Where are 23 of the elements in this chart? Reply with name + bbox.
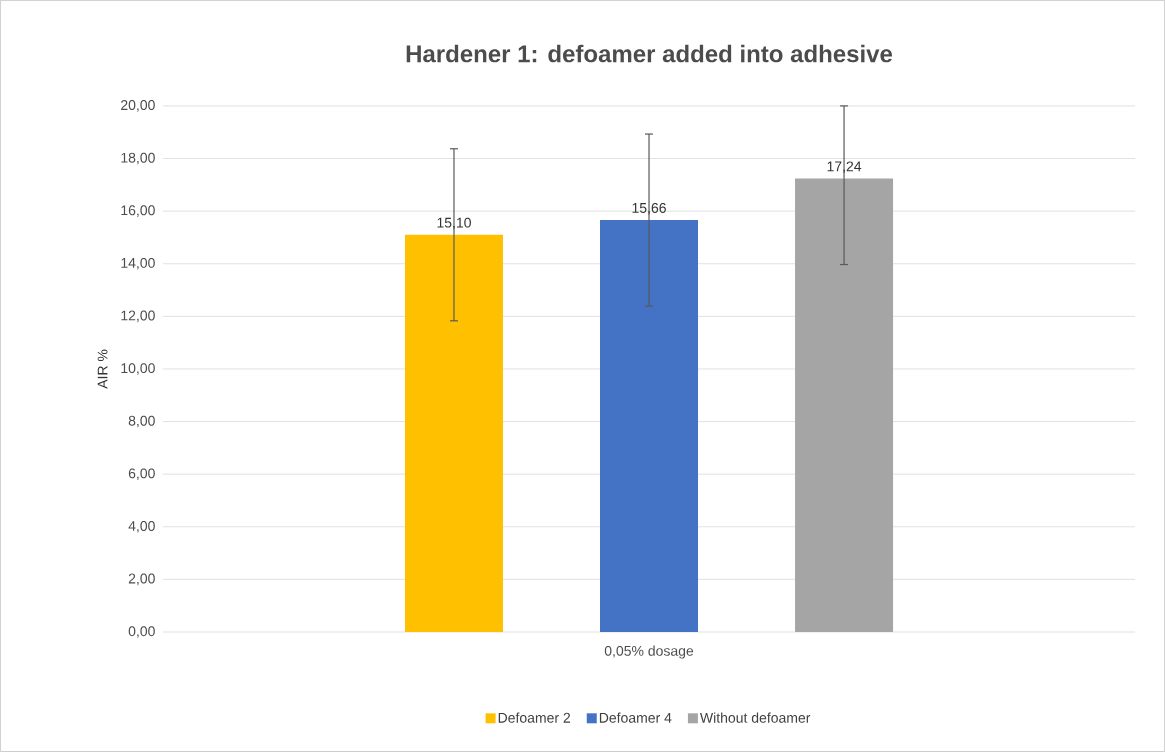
y-tick-label: 0,00 — [128, 626, 155, 638]
y-tick-label: 12,00 — [121, 310, 155, 323]
legend-label: Without defoamer — [699, 712, 811, 723]
bar — [795, 178, 894, 633]
y-tick-label: 20,00 — [121, 100, 155, 112]
bar — [600, 220, 699, 633]
y-axis-title: AIR % — [97, 349, 108, 389]
chart-title: Hardener 1: defoamer added into adhesive — [406, 44, 893, 63]
y-tick-label: 14,00 — [121, 257, 155, 270]
data-label: 15,10 — [437, 217, 471, 230]
y-tick-label: 16,00 — [121, 205, 155, 217]
y-tick-label: 10,00 — [121, 363, 155, 375]
y-tick-label: 8,00 — [128, 415, 155, 428]
y-tick-label: 4,00 — [128, 521, 155, 533]
y-tick-label: 2,00 — [128, 573, 155, 586]
y-tick-label: 18,00 — [121, 152, 155, 165]
legend-label: Defoamer 2 — [498, 712, 571, 723]
bar — [404, 234, 503, 633]
data-label: 15,66 — [632, 202, 666, 215]
data-label: 17,24 — [827, 161, 862, 174]
y-tick-label: 6,00 — [128, 468, 155, 480]
legend-label: Defoamer 4 — [599, 712, 672, 723]
x-tick-label: 0,05% dosage — [604, 645, 694, 659]
